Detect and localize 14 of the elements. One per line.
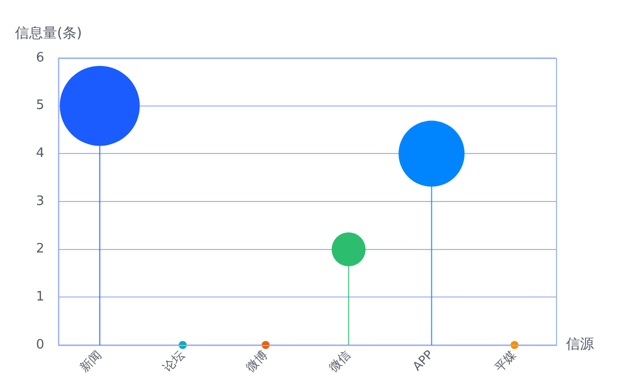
y-tick-label: 5 (36, 98, 44, 114)
x-tick-label: 微信 (326, 348, 353, 374)
y-tick-label: 3 (36, 194, 44, 209)
x-axis-title: 信源 (566, 336, 594, 353)
x-tick-label: 论坛 (160, 348, 188, 374)
x-tick-label: 微博 (243, 348, 270, 374)
y-tick-label: 1 (36, 290, 44, 305)
y-tick-label: 2 (36, 242, 44, 257)
y-tick-label: 0 (36, 337, 44, 352)
y-tick-label: 6 (36, 50, 44, 66)
x-tick-label: 平媒 (492, 348, 519, 374)
x-tick-label: 新闻 (77, 348, 104, 374)
y-axis-title: 信息量(条) (15, 26, 82, 42)
y-tick-label: 4 (36, 146, 44, 162)
